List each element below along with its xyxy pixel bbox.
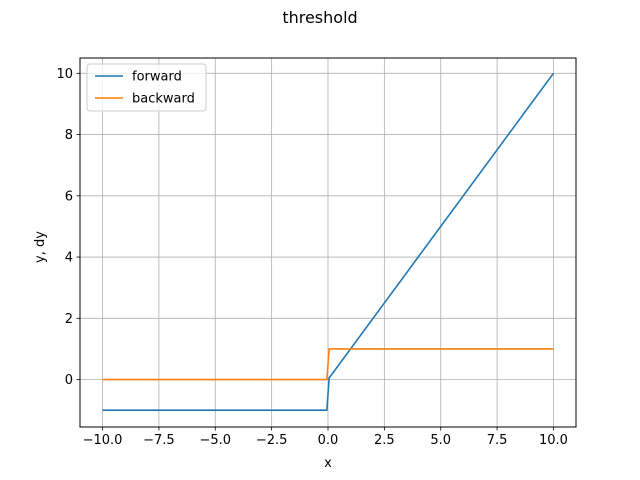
x-tick-label: 10.0 (539, 433, 568, 448)
x-tick-label: −10.0 (83, 433, 123, 448)
x-tick-label: 7.5 (487, 433, 508, 448)
series-line-forward (102, 72, 555, 411)
y-axis-label: y, dy (33, 231, 48, 263)
legend: forward backward (86, 63, 207, 112)
y-tick-label: 10 (56, 67, 73, 82)
x-tick-label: −5.0 (199, 433, 231, 448)
legend-label-forward: forward (132, 70, 182, 85)
x-tick-label: 5.0 (430, 433, 451, 448)
series-layer (102, 72, 555, 411)
y-axis-ticks: 0 2 4 6 8 10 (56, 67, 80, 388)
x-tick-label: 2.5 (374, 433, 395, 448)
y-tick-label: 4 (65, 251, 73, 266)
series-line-backward (102, 348, 554, 381)
x-tick-label: −7.5 (143, 433, 175, 448)
grid (80, 58, 576, 427)
y-tick-label: 0 (65, 373, 73, 388)
x-axis-label: x (324, 456, 332, 471)
x-tick-label: 0.0 (318, 433, 339, 448)
legend-label-backward: backward (132, 92, 195, 107)
x-tick-label: −2.5 (256, 433, 288, 448)
chart-title: threshold (282, 8, 357, 27)
y-tick-label: 2 (65, 312, 73, 327)
y-tick-label: 8 (65, 128, 73, 143)
y-tick-label: 6 (65, 189, 73, 204)
x-axis-ticks: −10.0 −7.5 −5.0 −2.5 0.0 2.5 5.0 7.5 10.0 (83, 427, 568, 448)
